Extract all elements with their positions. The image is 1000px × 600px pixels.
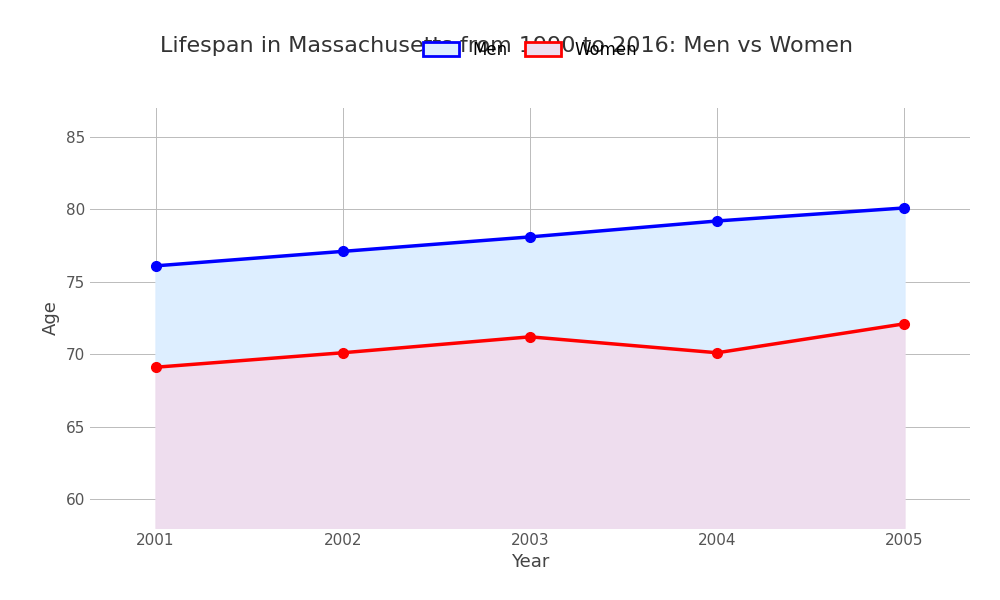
- Men: [150, 262, 162, 269]
- Women: [524, 333, 536, 340]
- Women: [337, 349, 349, 356]
- Legend: Men, Women: Men, Women: [423, 41, 637, 59]
- Men: [337, 248, 349, 255]
- Women: [898, 320, 910, 328]
- Men: [711, 217, 723, 224]
- Line: Men: Men: [151, 203, 909, 271]
- Women: [711, 349, 723, 356]
- Women: [150, 364, 162, 371]
- Y-axis label: Age: Age: [42, 301, 60, 335]
- Men: [898, 205, 910, 212]
- Text: Lifespan in Massachusetts from 1990 to 2016: Men vs Women: Lifespan in Massachusetts from 1990 to 2…: [160, 37, 853, 56]
- Men: [524, 233, 536, 241]
- Line: Women: Women: [151, 319, 909, 372]
- X-axis label: Year: Year: [511, 553, 549, 571]
